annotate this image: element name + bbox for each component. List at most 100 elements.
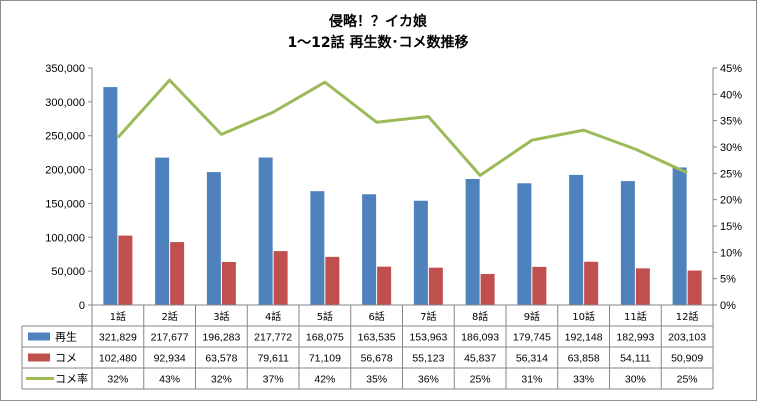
bar-1-views — [103, 87, 118, 305]
legend-key-2 — [28, 353, 50, 362]
table-cell: 50,909 — [671, 353, 703, 365]
bar-6-comments — [377, 266, 392, 305]
table-cell: 31% — [521, 374, 542, 386]
right-tick-label: 15% — [720, 221, 742, 233]
bar-12-comments — [687, 270, 702, 305]
legend-label-1: 再生 — [55, 330, 77, 344]
axes — [91, 68, 714, 305]
bar-9-comments — [532, 266, 547, 305]
bar-5-comments — [325, 256, 340, 305]
table-cell: 45,837 — [464, 353, 496, 365]
left-tick-label: 0 — [79, 300, 85, 312]
right-tick-label: 0% — [720, 300, 736, 312]
left-tick-label: 300,000 — [45, 97, 85, 109]
bar-7-comments — [428, 267, 443, 305]
left-axis-ticks: 0 50,000 100,000 150,000 200,000 250,000 300,0… — [45, 63, 92, 312]
left-tick-label: 250,000 — [45, 131, 85, 143]
bar-12-views — [672, 167, 687, 305]
right-tick-label: 45% — [720, 63, 742, 75]
bar-4-comments — [273, 251, 288, 305]
right-tick-label: 40% — [720, 89, 742, 101]
right-tick-label: 30% — [720, 142, 742, 154]
category-label: 1話 — [110, 310, 126, 323]
table-cell: 63,858 — [568, 353, 600, 365]
bar-11-views — [620, 181, 635, 305]
category-label: 3話 — [213, 310, 229, 323]
chart-title: 侵略！？イカ娘 — [328, 13, 428, 30]
table-cell: 196,283 — [202, 332, 240, 344]
table-cell: 321,829 — [99, 332, 137, 344]
comment-rate-line — [116, 78, 688, 177]
table-cell: 163,535 — [358, 332, 396, 344]
table-cell: 102,480 — [99, 353, 137, 365]
table-cell: 192,148 — [565, 332, 603, 344]
legend-key-1 — [28, 332, 50, 341]
table-cell: 30% — [625, 374, 646, 386]
left-tick-label: 350,000 — [45, 63, 85, 75]
right-tick-label: 25% — [720, 168, 742, 180]
bar-7-views — [413, 200, 428, 305]
line-series — [116, 78, 688, 177]
right-tick-label: 5% — [720, 274, 736, 286]
left-tick-label: 200,000 — [45, 165, 85, 177]
left-tick-label: 50,000 — [51, 266, 85, 278]
bar-3-comments — [221, 261, 236, 305]
table-cell: 179,745 — [513, 332, 551, 344]
table-cell: 63,578 — [205, 353, 237, 365]
table-cell: 217,677 — [151, 332, 189, 344]
right-axis-ticks: 0% 5% 10% 15% 20% 25% 30% 35% 40% 45% — [713, 63, 742, 312]
table-cell: 35% — [366, 374, 387, 386]
bar-4-views — [258, 157, 273, 305]
table-cell: 153,963 — [409, 332, 447, 344]
category-label: 11話 — [624, 310, 647, 323]
bar-1-comments — [118, 235, 133, 305]
right-tick-label: 10% — [720, 247, 742, 259]
category-label: 7話 — [420, 310, 436, 323]
bar-11-comments — [635, 268, 650, 305]
table-cell: 33% — [573, 374, 594, 386]
table-cell: 37% — [263, 374, 284, 386]
table-cell: 25% — [470, 374, 491, 386]
category-label: 8話 — [472, 310, 488, 323]
table-cell: 43% — [159, 374, 180, 386]
table-cell: 32% — [107, 374, 128, 386]
left-tick-label: 100,000 — [45, 232, 85, 244]
legend-label-3: コメ率 — [55, 372, 88, 386]
legend-label-2: コメ — [55, 352, 77, 365]
table-cell: 217,772 — [254, 332, 292, 344]
category-label: 10話 — [572, 310, 595, 323]
table-cell: 36% — [418, 374, 439, 386]
chart-subtitle: 1～12話 再生数･コメ数推移 — [287, 34, 468, 51]
table-cell: 54,111 — [620, 353, 651, 365]
bar-2-comments — [170, 242, 185, 305]
left-tick-label: 150,000 — [45, 198, 85, 210]
category-label: 4話 — [265, 310, 281, 323]
table-cell: 168,075 — [306, 332, 344, 344]
bar-8-comments — [480, 273, 495, 305]
table-cell: 203,103 — [668, 332, 706, 344]
table-cell: 182,993 — [616, 332, 654, 344]
category-label: 6話 — [368, 310, 384, 323]
right-tick-label: 35% — [720, 116, 742, 128]
category-label: 9話 — [524, 310, 540, 323]
table-cell: 42% — [314, 374, 335, 386]
bar-5-views — [310, 191, 325, 305]
bar-8-views — [465, 178, 480, 305]
table-cell: 25% — [677, 374, 698, 386]
bar-3-views — [206, 172, 221, 305]
bar-10-comments — [584, 261, 599, 305]
table-cell: 55,123 — [412, 353, 444, 365]
table-cell: 71,109 — [309, 353, 341, 365]
bar-9-views — [517, 183, 532, 305]
bar-series — [103, 87, 702, 305]
table-cell: 56,678 — [361, 353, 393, 365]
table-cell: 79,611 — [257, 353, 288, 365]
bar-6-views — [362, 194, 377, 305]
category-label: 5話 — [317, 310, 333, 323]
category-label: 12話 — [676, 310, 699, 323]
table-cell: 56,314 — [516, 353, 548, 365]
table-cell: 32% — [211, 374, 232, 386]
right-tick-label: 20% — [720, 195, 742, 207]
